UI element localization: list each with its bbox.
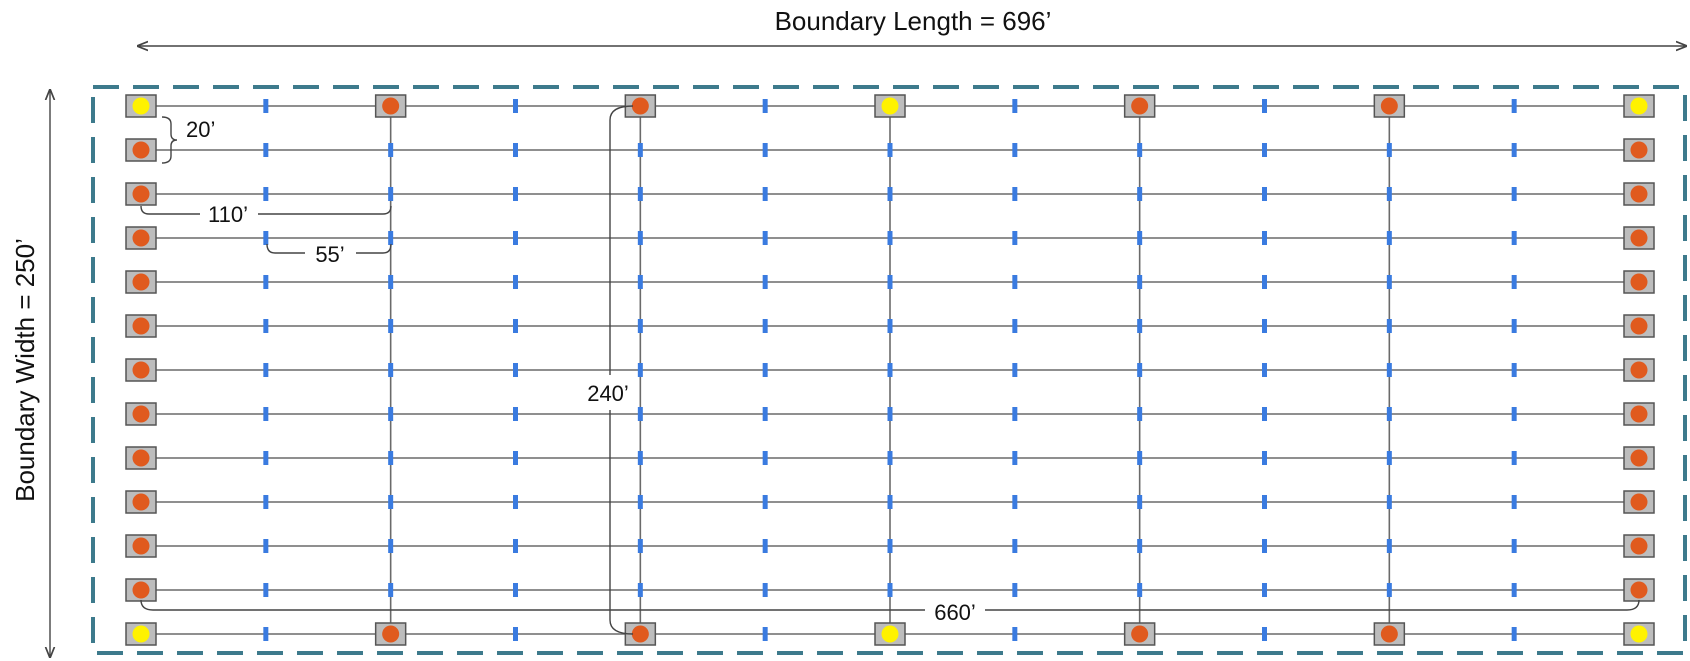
orange-node-dot bbox=[631, 625, 649, 643]
orange-node-dot bbox=[1630, 361, 1648, 379]
row-spacing-dimension: 20’ bbox=[161, 116, 215, 164]
orange-node-dot bbox=[1380, 97, 1398, 115]
orange-node-dot bbox=[132, 537, 150, 555]
column-spacing-label: 110’ bbox=[208, 202, 248, 227]
nodes bbox=[125, 94, 1655, 646]
row-spacing-label: 20’ bbox=[186, 117, 215, 142]
column-length-bracket bbox=[609, 105, 634, 635]
tick-marks bbox=[263, 99, 1517, 641]
orange-node-dot bbox=[1630, 405, 1648, 423]
half-spacing-label: 55’ bbox=[315, 242, 344, 267]
yellow-node-dot bbox=[881, 625, 899, 643]
orange-node-dot bbox=[1131, 625, 1149, 643]
orange-node-dot bbox=[1630, 317, 1648, 335]
orange-node-dot bbox=[1380, 625, 1398, 643]
yellow-node-dot bbox=[1630, 625, 1648, 643]
boundary-width-label: Boundary Width = 250’ bbox=[10, 238, 40, 502]
column-spacing-bracket bbox=[140, 205, 392, 215]
orange-node-dot bbox=[132, 317, 150, 335]
orange-node-dot bbox=[382, 625, 400, 643]
orange-node-dot bbox=[132, 405, 150, 423]
yellow-node-dot bbox=[881, 97, 899, 115]
boundary-length-label: Boundary Length = 696’ bbox=[775, 6, 1052, 36]
orange-node-dot bbox=[132, 185, 150, 203]
half-spacing-bracket bbox=[266, 243, 392, 254]
orange-node-dot bbox=[1630, 449, 1648, 467]
column-length-dimension: 240’ bbox=[587, 105, 634, 635]
orange-node-dot bbox=[1630, 229, 1648, 247]
orange-node-dot bbox=[1131, 97, 1149, 115]
row-spacing-brace bbox=[161, 116, 178, 164]
orange-node-dot bbox=[382, 97, 400, 115]
orange-node-dot bbox=[631, 97, 649, 115]
orange-node-dot bbox=[1630, 185, 1648, 203]
orange-node-dot bbox=[1630, 493, 1648, 511]
orange-node-dot bbox=[1630, 537, 1648, 555]
orange-node-dot bbox=[132, 449, 150, 467]
column-length-label: 240’ bbox=[587, 381, 629, 406]
column-spacing-dimension: 110’ bbox=[140, 202, 392, 227]
orange-node-dot bbox=[1630, 581, 1648, 599]
orange-node-dot bbox=[132, 361, 150, 379]
row-length-dimension: 660’ bbox=[140, 599, 1640, 625]
orange-node-dot bbox=[132, 581, 150, 599]
row-length-label: 660’ bbox=[934, 600, 976, 625]
orange-node-dot bbox=[132, 493, 150, 511]
yellow-node-dot bbox=[132, 97, 150, 115]
row-length-bracket bbox=[140, 599, 1640, 611]
orange-node-dot bbox=[132, 273, 150, 291]
half-spacing-dimension: 55’ bbox=[266, 242, 392, 267]
orange-node-dot bbox=[132, 229, 150, 247]
yellow-node-dot bbox=[1630, 97, 1648, 115]
orange-node-dot bbox=[1630, 273, 1648, 291]
orange-node-dot bbox=[1630, 141, 1648, 159]
yellow-node-dot bbox=[132, 625, 150, 643]
orange-node-dot bbox=[132, 141, 150, 159]
